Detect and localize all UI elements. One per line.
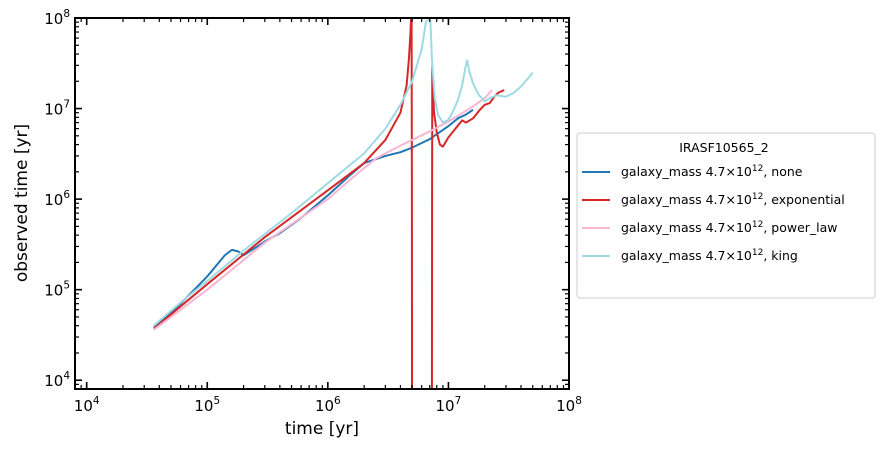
legend: IRASF10565_2 galaxy_mass 4.7×1012, none g… (576, 132, 876, 299)
y-tick-label: 108 (44, 8, 70, 28)
y-axis-label: observed time [yr] (12, 124, 32, 282)
x-tick-label: 107 (436, 395, 462, 415)
legend-entry-2: galaxy_mass 4.7×1012, power_law (621, 220, 838, 235)
x-tick-label: 105 (194, 395, 220, 415)
y-tick-label: 104 (44, 370, 70, 390)
x-tick-label: 108 (556, 395, 582, 415)
series-line-1 (153, 18, 505, 389)
y-tick-label: 107 (44, 99, 70, 119)
x-axis-label: time [yr] (285, 419, 359, 439)
series-lines (153, 18, 534, 389)
legend-title: IRASF10565_2 (679, 140, 769, 155)
legend-entry-0: galaxy_mass 4.7×1012, none (621, 164, 803, 179)
series-line-2 (153, 89, 493, 331)
y-tick-label: 106 (44, 189, 70, 209)
legend-entry-3: galaxy_mass 4.7×1012, king (621, 248, 798, 263)
x-tick-label: 104 (74, 395, 100, 415)
legend-entry-1: galaxy_mass 4.7×1012, exponential (621, 192, 845, 207)
axis-tick-labels: 104 105 106 107 108 104 105 106 107 108 (44, 8, 582, 415)
series-line-3 (153, 18, 534, 327)
series-line-0 (153, 108, 474, 329)
axis-ticks (74, 17, 570, 390)
legend-frame (576, 132, 876, 299)
x-tick-label: 106 (315, 395, 341, 415)
y-tick-label: 105 (44, 280, 70, 300)
